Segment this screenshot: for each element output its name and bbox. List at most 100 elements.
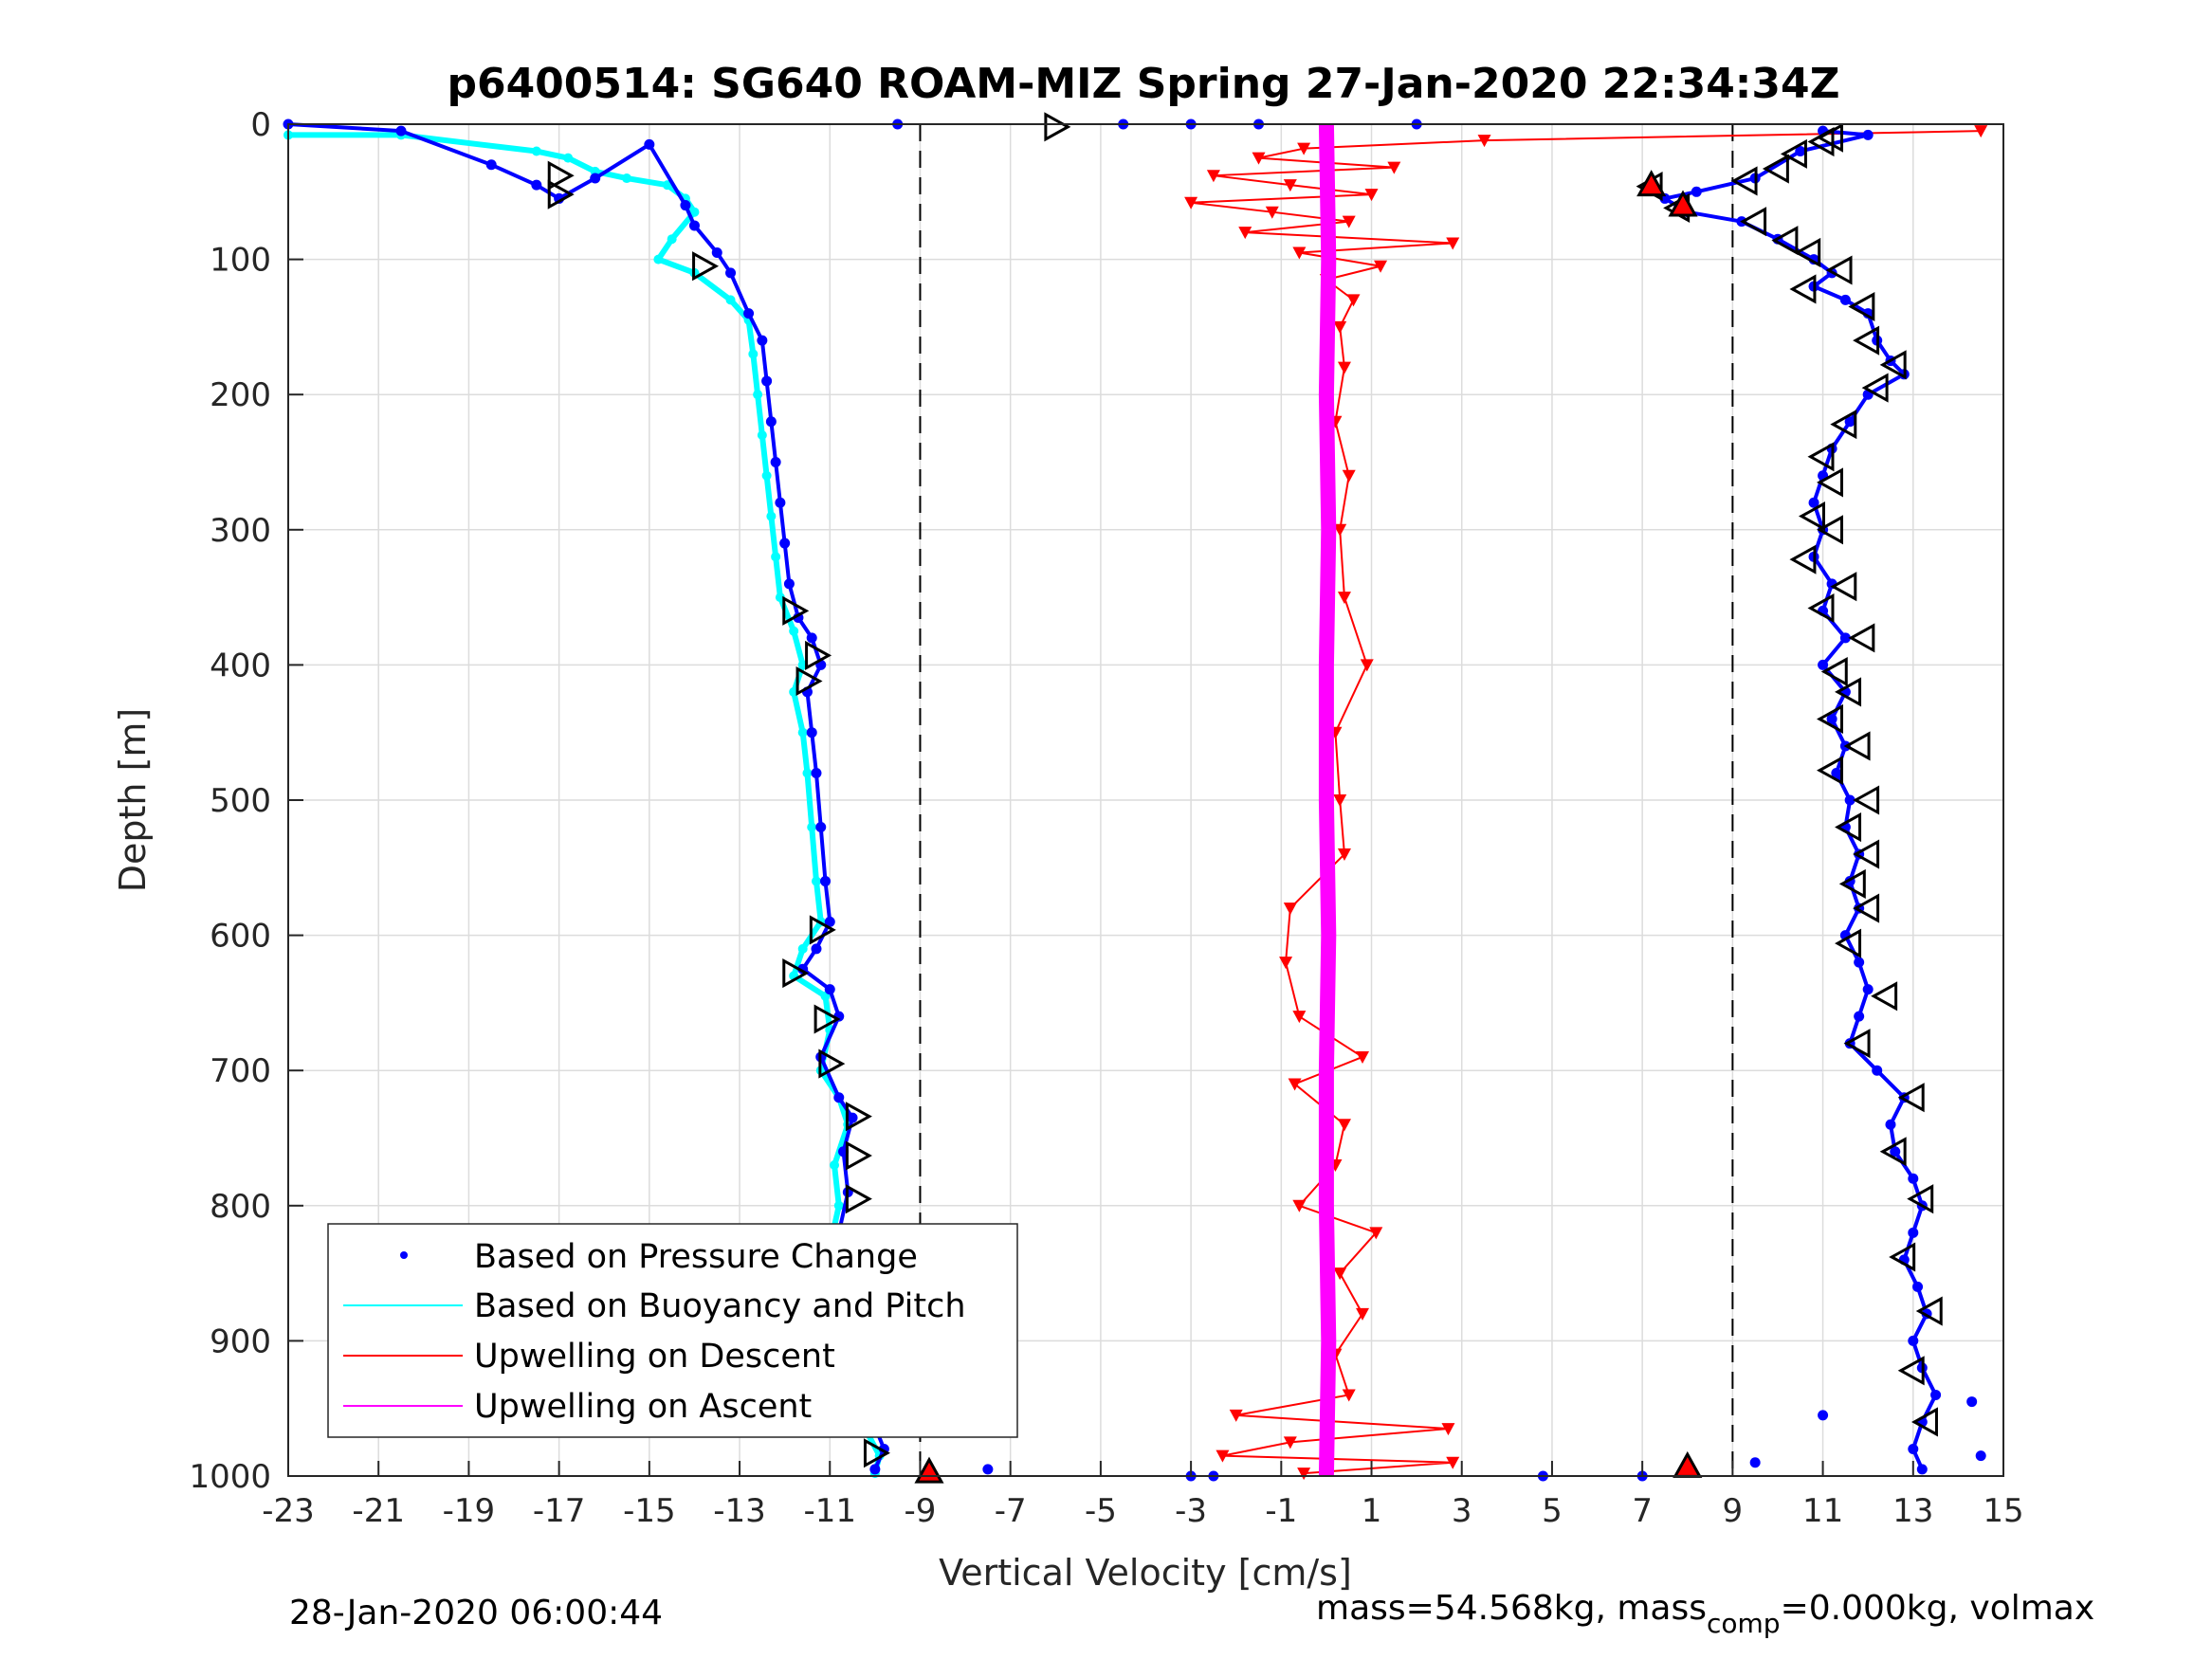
left-triangle-marker — [1830, 410, 1857, 440]
right-triangle-marker — [863, 1438, 890, 1468]
left-triangle-marker — [1825, 255, 1853, 285]
pressure-point — [824, 916, 835, 927]
left-triangle-marker — [1807, 442, 1835, 472]
left-triangle-marker — [1848, 623, 1875, 653]
descent-upwelling-point — [1333, 523, 1347, 537]
buoyancy-pitch-point — [653, 254, 664, 264]
right-triangle-marker — [782, 957, 810, 989]
pressure-point — [775, 497, 786, 508]
footer-mass-info: mass=54.568kg, masscomp=0.000kg, volmax — [1316, 1589, 2094, 1639]
descent-upwelling-point — [1292, 1199, 1307, 1212]
left-triangle-marker — [1897, 1083, 1925, 1113]
descent-upwelling-point — [1337, 361, 1351, 374]
pressure-point — [644, 138, 655, 150]
descent-upwelling-point — [1229, 1409, 1243, 1422]
x-tick-label: 7 — [1632, 1492, 1653, 1530]
descent-upwelling-point — [1333, 1267, 1347, 1281]
pressure-point — [743, 308, 755, 319]
descent-upwelling-point — [1292, 1011, 1307, 1024]
pressure-point — [824, 984, 835, 995]
descent-upwelling-point — [1292, 246, 1307, 260]
x-tick-label: 11 — [1802, 1492, 1843, 1530]
pressure-point — [1749, 1457, 1761, 1468]
pressure-point — [1908, 1335, 1919, 1346]
pressure-point — [806, 727, 817, 738]
descent-upwelling-point — [1974, 125, 1988, 138]
left-triangle-marker — [1817, 467, 1843, 498]
pressure-point — [711, 246, 722, 258]
pressure-point — [1930, 1389, 1942, 1400]
left-triangle-marker — [1807, 592, 1835, 624]
left-triangle-marker — [1838, 868, 1866, 899]
buoyancy-pitch-point — [563, 153, 574, 163]
buoyancy-pitch-point — [797, 727, 808, 738]
descent-upwelling-point — [1238, 227, 1252, 240]
left-triangle-marker — [1817, 515, 1843, 545]
buoyancy-pitch-point — [807, 822, 817, 832]
pressure-point — [1862, 129, 1874, 140]
pressure-point — [531, 179, 542, 191]
descent-upwelling-point — [1356, 1050, 1370, 1064]
left-triangle-marker — [1910, 1407, 1938, 1437]
descent-upwelling-point — [1342, 215, 1356, 228]
pressure-point — [806, 632, 817, 644]
descent-upwelling-point — [1446, 237, 1460, 250]
x-tick-label: 3 — [1452, 1492, 1472, 1530]
footer-timestamp: 28-Jan-2020 06:00:44 — [289, 1594, 663, 1632]
pressure-point — [770, 457, 781, 467]
pressure-point — [815, 822, 827, 833]
pressure-point — [688, 220, 700, 231]
buoyancy-pitch-point — [833, 1200, 844, 1211]
y-axis-label: Depth [m] — [112, 708, 154, 893]
x-tick-label: -11 — [803, 1492, 856, 1530]
y-tick-label: 1000 — [189, 1458, 271, 1496]
chart-title: p6400514: SG640 ROAM-MIZ Spring 27-Jan-2… — [447, 60, 1839, 108]
legend-box — [327, 1223, 1018, 1438]
left-triangle-marker — [1771, 226, 1799, 256]
pressure-point — [1854, 1011, 1865, 1022]
descent-upwelling-point — [1252, 152, 1266, 165]
buoyancy-pitch-point — [766, 511, 777, 521]
pressure-point — [1839, 632, 1851, 644]
x-tick-label: -15 — [623, 1492, 676, 1530]
y-tick-label: 900 — [210, 1322, 271, 1360]
descent-upwelling-point — [1346, 294, 1361, 307]
legend-label-buoyancy: Based on Buoyancy and Pitch — [474, 1287, 966, 1325]
buoyancy-pitch-point — [757, 429, 767, 440]
pressure-point — [811, 943, 822, 955]
x-tick-label: -7 — [995, 1492, 1027, 1530]
left-triangle-marker — [1789, 274, 1817, 304]
descent-upwelling-point — [1333, 794, 1347, 807]
descent-upwelling-point — [1360, 659, 1374, 672]
pressure-point — [1844, 794, 1856, 806]
descent-upwelling-point — [1283, 1436, 1297, 1449]
left-triangle-marker — [1843, 731, 1871, 761]
pressure-point — [1916, 1464, 1928, 1475]
right-triangle-marker — [805, 640, 832, 670]
x-tick-label: -1 — [1265, 1492, 1297, 1530]
red-triangle-marker — [1636, 170, 1667, 197]
pressure-point — [820, 876, 832, 887]
y-tick-label: 800 — [210, 1188, 271, 1226]
descent-upwelling-point — [1288, 1078, 1302, 1091]
pressure-point — [680, 200, 691, 211]
pressure-point — [1908, 1227, 1919, 1238]
pressure-point — [982, 1464, 994, 1475]
left-triangle-marker — [1830, 572, 1857, 602]
right-triangle-marker — [692, 251, 720, 282]
pressure-point — [779, 538, 791, 549]
descent-upwelling-point — [1342, 469, 1356, 483]
pressure-point — [1839, 294, 1851, 305]
left-triangle-marker — [1853, 785, 1880, 815]
pressure-point — [1844, 416, 1856, 428]
left-triangle-marker — [1817, 703, 1843, 734]
descent-upwelling-point — [1337, 1119, 1351, 1132]
pressure-point — [1966, 1396, 1978, 1408]
descent-upwelling-point — [1184, 196, 1198, 210]
descent-upwelling-line — [1190, 130, 1982, 1475]
descent-upwelling-point — [1283, 179, 1297, 192]
buoyancy-pitch-point — [753, 390, 763, 400]
y-tick-label: 400 — [210, 647, 271, 684]
pressure-point — [1885, 1119, 1896, 1130]
